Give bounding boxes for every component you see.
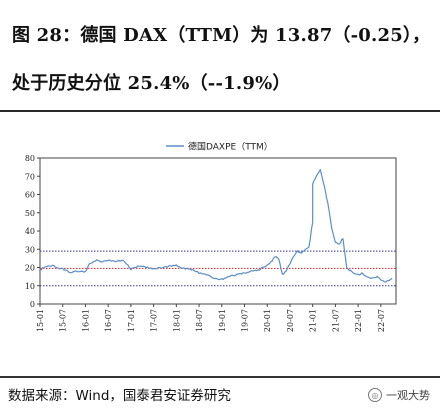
series-line-0: [39, 168, 393, 283]
x-tick-label: 22-01: [354, 309, 363, 332]
x-tick-label: 16-01: [81, 309, 90, 332]
wechat-icon: ◎: [368, 388, 382, 402]
legend-label: 德国DAXPE（TTM）: [188, 141, 273, 153]
brand-mark: ◎ 一观大势: [368, 387, 430, 403]
x-tick-label: 19-07: [241, 309, 250, 332]
figure-title: 图 28：德国 DAX（TTM）为 13.87（-0.25），处于历史分位 25…: [12, 25, 431, 94]
x-tick-label: 20-07: [286, 309, 295, 332]
y-tick-label: 10: [25, 282, 35, 291]
plot-frame: [39, 157, 397, 305]
title-divider: [0, 110, 440, 112]
x-tick-label: 21-01: [309, 309, 318, 332]
y-tick-label: 70: [25, 172, 35, 181]
x-tick-label: 15-07: [59, 309, 68, 332]
brand-name: 一观大势: [386, 389, 430, 402]
y-tick-label: 30: [25, 245, 35, 254]
x-tick-label: 18-01: [172, 309, 181, 332]
pe-line-chart: 0 10 20 30 40 50 60 70 80 15-01 15-07 16-01 16-07 17…: [25, 141, 397, 332]
y-tick-label: 80: [25, 154, 35, 163]
y-tick-label: 40: [25, 227, 35, 236]
x-tick-label: 16-07: [104, 309, 113, 332]
x-tick-label: 17-07: [150, 309, 159, 332]
footer-divider: [0, 376, 440, 378]
x-tick-label: 21-07: [331, 309, 340, 332]
x-tick-label: 15-01: [36, 309, 45, 332]
x-tick-label: 17-01: [127, 309, 136, 332]
y-tick-label: 50: [25, 209, 35, 218]
y-tick-label: 60: [25, 191, 35, 200]
x-tick-label: 19-01: [218, 309, 227, 332]
y-tick-label: 0: [30, 300, 35, 309]
x-tick-label: 22-07: [377, 309, 386, 332]
data-source: 数据来源：Wind，国泰君安证券研究: [8, 388, 231, 404]
x-tick-label: 20-01: [263, 309, 272, 332]
x-tick-label: 18-07: [195, 309, 204, 332]
y-tick-label: 20: [25, 264, 35, 273]
